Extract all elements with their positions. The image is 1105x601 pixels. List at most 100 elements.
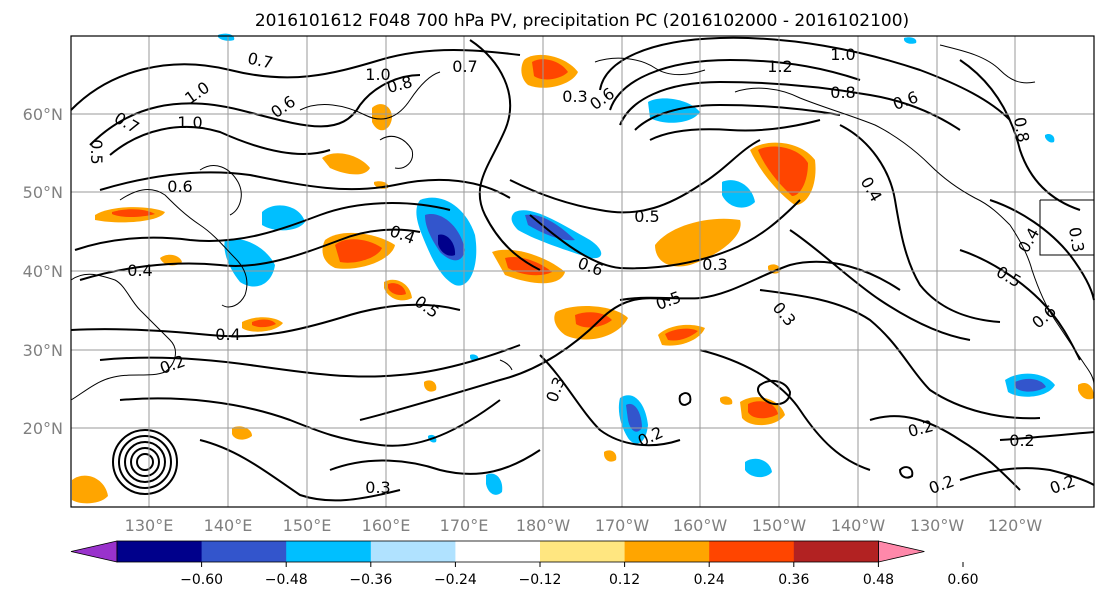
lon-label-140e: 140°E bbox=[204, 516, 253, 535]
precip-positive-region bbox=[322, 153, 370, 175]
lat-label-50n: 50°N bbox=[23, 183, 63, 202]
precip-positive-region bbox=[758, 146, 808, 196]
map-title: 2016101612 F048 700 hPa PV, precipitatio… bbox=[255, 11, 909, 31]
colorbar-ticks: −0.60 −0.48 −0.36 −0.24 −0.12 0.12 0.24 0.36 0.4… bbox=[180, 562, 979, 588]
contour-label: 0.5 bbox=[634, 207, 659, 226]
pv-contour bbox=[619, 80, 961, 131]
pv-contour bbox=[70, 303, 461, 338]
colorbar-segment bbox=[370, 541, 456, 562]
latitude-labels: 60°N 50°N 40°N 30°N 20°N bbox=[23, 105, 63, 438]
lon-label-130e: 130°E bbox=[125, 516, 174, 535]
pv-contour bbox=[599, 36, 1011, 121]
longitude-labels: 130°E 140°E 150°E 160°E 170°E 180°W 170°… bbox=[125, 516, 1043, 535]
map-frame bbox=[70, 35, 1095, 508]
precip-positive-region bbox=[720, 396, 733, 405]
pv-contour bbox=[699, 349, 871, 471]
colorbar-segment bbox=[201, 541, 287, 562]
coastline bbox=[499, 359, 513, 371]
precip-positive-region bbox=[655, 218, 741, 267]
precip-negative-region bbox=[722, 180, 755, 208]
map-panel: 0.71.00.80.7 1.21.00.8 0.61.00.7 1.00.6 0.30… bbox=[23, 33, 1095, 535]
contour-label: 0.2 bbox=[1009, 431, 1034, 450]
coastline bbox=[299, 71, 441, 120]
coastline bbox=[939, 44, 1036, 84]
coastline bbox=[734, 87, 1011, 226]
precip-negative-region bbox=[626, 403, 642, 432]
lon-label-140w: 140°W bbox=[831, 516, 886, 535]
colorbar-frame bbox=[116, 540, 879, 563]
colorbar-extension-max bbox=[878, 540, 925, 563]
contour-label: 0.8 bbox=[1010, 116, 1033, 144]
colorbar-tick-label: 0.36 bbox=[778, 572, 809, 588]
pv-contour bbox=[109, 126, 331, 156]
contour-label: 0.7 bbox=[452, 57, 477, 76]
lon-label-120w: 120°W bbox=[988, 516, 1043, 535]
contour-label: 0.5 bbox=[87, 139, 106, 164]
pv-contour bbox=[70, 49, 521, 111]
colorbar-tick-label: 0.48 bbox=[863, 572, 894, 588]
pv-contour bbox=[79, 228, 421, 281]
contour-label: 1.2 bbox=[767, 57, 792, 76]
contour-label: 0.3 bbox=[1065, 226, 1088, 254]
coastline bbox=[199, 165, 242, 216]
lon-label-170e: 170°E bbox=[440, 516, 489, 535]
pv-contour bbox=[119, 397, 501, 447]
graticule bbox=[71, 36, 1094, 507]
coastline bbox=[594, 57, 706, 76]
colorbar-tick-label: 0.12 bbox=[609, 572, 640, 588]
lat-label-20n: 20°N bbox=[23, 419, 63, 438]
precip-positive-region bbox=[112, 209, 155, 217]
contour-labels: 0.71.00.80.7 1.21.00.8 0.61.00.7 1.00.6 0.30… bbox=[87, 45, 1088, 498]
colorbar-segment bbox=[455, 541, 541, 562]
lat-label-40n: 40°N bbox=[23, 262, 63, 281]
lat-label-30n: 30°N bbox=[23, 341, 63, 360]
pv-contour bbox=[99, 171, 511, 199]
precip-positive-region bbox=[424, 380, 437, 392]
contour-label: 0.6 bbox=[167, 177, 192, 196]
contour-label: 0.4 bbox=[127, 261, 152, 280]
pv-contour bbox=[74, 202, 451, 251]
precip-negative-region bbox=[224, 238, 275, 287]
colorbar-tick-label: −0.12 bbox=[519, 572, 562, 588]
colorbar-tick-label: −0.60 bbox=[180, 572, 223, 588]
contour-label: 1.0 bbox=[365, 65, 390, 84]
colorbar-tick-label: 0.24 bbox=[694, 572, 725, 588]
pv-contour bbox=[199, 439, 401, 502]
colorbar-segment bbox=[793, 541, 879, 562]
pv-contour bbox=[756, 379, 792, 406]
precip-positive-region bbox=[748, 401, 778, 419]
pv-contour bbox=[678, 392, 692, 406]
precip-negative-region bbox=[1015, 378, 1046, 392]
precip-positive-region bbox=[252, 319, 276, 328]
pv-contour bbox=[869, 415, 1021, 491]
pv-contour bbox=[112, 429, 178, 495]
lon-label-160w: 160°W bbox=[673, 516, 728, 535]
pv-contour bbox=[759, 289, 1041, 420]
lon-label-150w: 150°W bbox=[752, 516, 807, 535]
colorbar-segment bbox=[709, 541, 795, 562]
pv-contour bbox=[359, 297, 671, 421]
pv-contour bbox=[529, 199, 801, 270]
contour-label: 0.3 bbox=[562, 87, 587, 106]
coastlines bbox=[70, 44, 1095, 401]
coastline bbox=[1039, 199, 1094, 256]
pv-contour bbox=[124, 441, 166, 483]
precip-negative-region bbox=[745, 458, 772, 478]
pv-contour bbox=[999, 431, 1095, 441]
colorbar-segments bbox=[70, 540, 925, 563]
precip-positive-region bbox=[1078, 382, 1094, 400]
pv-contour bbox=[959, 59, 1081, 211]
precip-negative-region bbox=[1045, 133, 1055, 143]
precip-positive-region bbox=[388, 283, 406, 296]
colorbar-extension-min bbox=[70, 540, 118, 563]
precip-positive-region bbox=[232, 426, 252, 440]
pv-contour bbox=[89, 74, 421, 146]
pv-contours bbox=[70, 36, 1095, 502]
pv-contour bbox=[539, 354, 681, 447]
precip-positive-region bbox=[372, 104, 392, 131]
contour-label: 1.0 bbox=[830, 45, 855, 64]
lon-label-180w: 180°W bbox=[516, 516, 571, 535]
colorbar-segment bbox=[540, 541, 626, 562]
contour-label: 0.3 bbox=[702, 255, 727, 274]
lon-label-130w: 130°W bbox=[910, 516, 965, 535]
